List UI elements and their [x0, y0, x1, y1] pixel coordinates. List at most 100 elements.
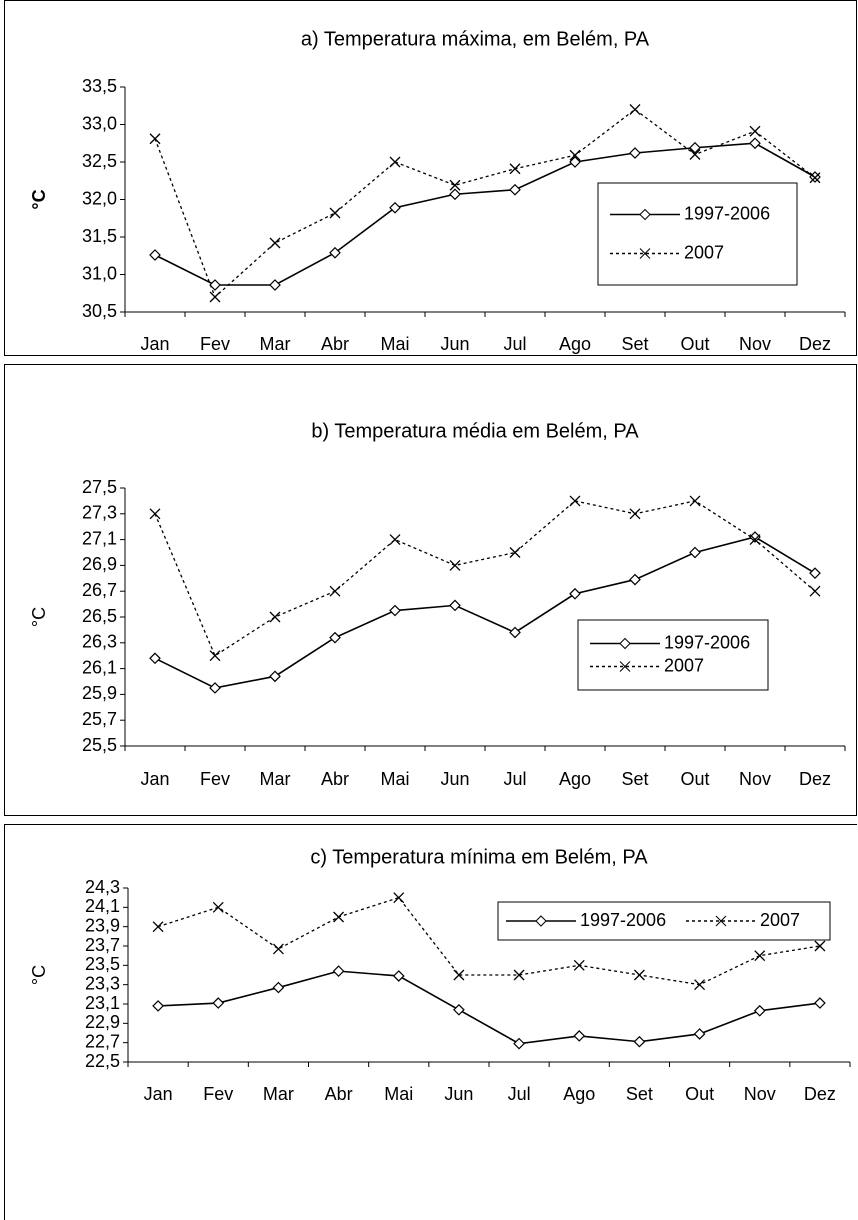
point-marker — [633, 1035, 646, 1048]
point-marker — [392, 970, 405, 982]
x-tick-label: Out — [680, 334, 709, 354]
x-tick-label: Dez — [799, 769, 831, 789]
x-tick-label: Set — [626, 1084, 653, 1104]
legend-marker-shape — [715, 915, 727, 927]
y-tick-label: 31,0 — [82, 263, 117, 283]
point-marker — [329, 585, 341, 597]
point-marker — [569, 587, 581, 600]
x-tick-label: Abr — [321, 334, 349, 354]
legend-marker — [619, 661, 631, 672]
x-tick-label: Ago — [559, 334, 591, 354]
y-tick-label: 23,3 — [85, 973, 120, 993]
x-tick-label: Mar — [260, 334, 291, 354]
point-marker — [152, 1000, 164, 1012]
series-line — [154, 108, 816, 299]
x-tick-label: Jun — [440, 769, 469, 789]
point-marker — [272, 981, 285, 994]
y-axis-title: °C — [29, 965, 49, 985]
legend-label: 2007 — [664, 655, 704, 675]
point-marker — [269, 279, 281, 291]
y-tick-label: 23,5 — [85, 954, 120, 974]
point-marker — [209, 291, 221, 303]
chart-title: b) Temperatura média em Belém, PA — [311, 420, 639, 442]
x-tick-label: Mar — [260, 769, 291, 789]
x-tick-label: Nov — [739, 769, 771, 789]
point-marker — [389, 604, 401, 617]
legend-label: 1997-2006 — [664, 632, 750, 652]
point-marker — [209, 650, 221, 662]
point-marker — [389, 534, 401, 546]
x-tick-label: Fev — [200, 769, 230, 789]
series-line — [158, 970, 821, 1045]
legend-box — [577, 619, 769, 691]
series-line — [154, 500, 816, 657]
point-marker — [573, 1030, 586, 1042]
y-tick-label: 26,7 — [82, 580, 117, 600]
point-marker — [569, 495, 581, 507]
point-marker — [749, 531, 761, 543]
point-marker — [269, 611, 281, 623]
point-marker — [269, 237, 281, 249]
y-tick-label: 32,0 — [82, 188, 117, 208]
legend-marker — [639, 208, 651, 221]
point-marker — [814, 997, 826, 1009]
point-marker — [569, 149, 581, 161]
point-marker — [389, 201, 401, 214]
x-tick-label: Set — [621, 769, 648, 789]
x-tick-label: Fev — [200, 334, 230, 354]
y-tick-label: 25,5 — [82, 735, 117, 755]
y-tick-label: 31,5 — [82, 226, 117, 246]
y-tick-label: 33,0 — [82, 113, 117, 133]
series-line — [154, 536, 816, 689]
point-marker — [209, 279, 221, 291]
y-tick-label: 32,5 — [82, 151, 117, 171]
x-tick-label: Nov — [744, 1084, 776, 1104]
point-marker — [513, 1037, 525, 1050]
point-marker — [629, 508, 641, 520]
x-tick-label: Jul — [503, 334, 526, 354]
point-marker — [749, 137, 761, 150]
x-tick-label: Fev — [203, 1084, 233, 1104]
point-marker — [389, 156, 401, 168]
y-tick-label: 27,3 — [82, 503, 117, 523]
x-tick-label: Nov — [739, 334, 771, 354]
y-tick-label: 24,3 — [85, 877, 120, 897]
y-axis-title: °C — [29, 189, 49, 209]
x-tick-label: Jul — [503, 769, 526, 789]
point-marker — [332, 965, 345, 977]
point-marker — [629, 104, 641, 115]
legend-marker — [639, 248, 651, 259]
point-marker — [212, 901, 224, 913]
point-marker — [509, 183, 521, 196]
chart-title: c) Temperatura mínima em Belém, PA — [310, 846, 648, 868]
legend-marker-shape — [619, 661, 631, 672]
x-tick-label: Ago — [563, 1084, 595, 1104]
x-tick-label: Mai — [380, 334, 409, 354]
x-tick-label: Dez — [799, 334, 831, 354]
point-marker — [453, 1003, 465, 1016]
y-tick-label: 25,9 — [82, 683, 117, 703]
point-marker — [754, 950, 766, 962]
point-marker — [814, 940, 826, 952]
x-tick-label: Out — [685, 1084, 714, 1104]
y-tick-label: 27,5 — [82, 477, 117, 497]
legend-marker — [619, 637, 631, 650]
x-tick-label: Dez — [804, 1084, 836, 1104]
point-marker — [749, 125, 761, 137]
x-tick-label: Mai — [380, 769, 409, 789]
point-marker — [689, 546, 701, 559]
point-marker — [749, 534, 761, 546]
legend-label: 1997-2006 — [580, 910, 666, 930]
legend-marker — [715, 915, 727, 927]
point-marker — [689, 495, 701, 507]
point-marker — [449, 188, 461, 201]
legend-marker — [535, 915, 547, 927]
legend-marker-shape — [639, 208, 651, 221]
point-marker — [149, 508, 161, 520]
point-marker — [149, 249, 161, 261]
legend-label: 1997-2006 — [684, 203, 770, 223]
y-tick-label: 26,5 — [82, 606, 117, 626]
x-tick-label: Jan — [140, 769, 169, 789]
legend-marker-shape — [639, 248, 651, 259]
